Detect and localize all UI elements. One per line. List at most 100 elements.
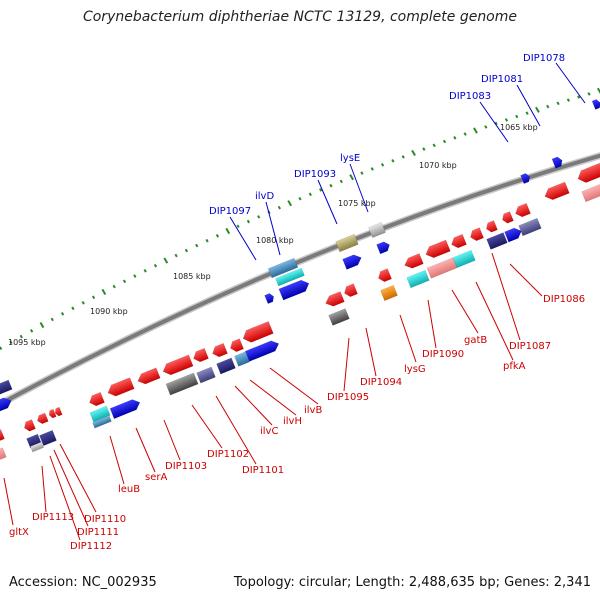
gene-feature xyxy=(275,267,305,287)
gene-feature xyxy=(278,279,310,301)
label-leader-lines xyxy=(3,62,586,541)
gene-feature xyxy=(267,257,299,279)
gene-feature xyxy=(551,156,563,169)
gene-feature xyxy=(544,181,570,201)
gene-feature xyxy=(230,338,244,353)
gene-feature xyxy=(162,354,194,376)
gene-feature xyxy=(368,221,386,239)
gene-feature xyxy=(342,254,362,270)
scale-tick xyxy=(195,243,199,248)
label-leader-line xyxy=(49,455,81,541)
label-leader-line xyxy=(53,449,89,527)
scale-tick xyxy=(329,183,333,188)
scale-tick xyxy=(360,171,364,175)
label-leader-line xyxy=(399,314,417,363)
label-leader-line xyxy=(509,263,543,297)
label-leader-line xyxy=(269,367,319,405)
gene-feature xyxy=(234,351,250,367)
scale-tick xyxy=(91,295,96,300)
label-leader-line xyxy=(555,62,586,104)
gene-feature xyxy=(196,366,216,384)
gene-feature xyxy=(0,429,5,442)
map-title: Corynebacterium diphtheriae NCTC 13129, … xyxy=(82,9,518,25)
gene-label: DIP1112 xyxy=(70,541,112,552)
gene-label: DIP1078 xyxy=(523,53,565,64)
gene-label: gltX xyxy=(9,527,29,538)
scale-tick xyxy=(215,234,220,238)
scale-tick xyxy=(494,121,498,126)
gene-label: ilvD xyxy=(255,191,274,202)
scale-tick xyxy=(596,87,600,95)
label-leader-line xyxy=(249,379,297,416)
scale-tick xyxy=(184,248,189,253)
scale-tick-labels: 1065 kbp 1070 kbp 1075 kbp 1080 kbp 1085 kbp… xyxy=(8,123,538,347)
label-leader-line xyxy=(109,435,125,485)
scale-tick xyxy=(133,274,137,278)
scale-tick-label: 1095 kbp xyxy=(8,338,46,347)
scale-tick xyxy=(205,238,209,243)
gene-feature xyxy=(376,241,390,255)
gene-feature xyxy=(0,379,13,397)
scale-tick-label: 1085 kbp xyxy=(173,272,211,281)
label-leader-line xyxy=(479,101,509,143)
gene-feature xyxy=(89,391,105,407)
gene-feature xyxy=(54,406,63,417)
gene-label: lysG xyxy=(404,364,426,375)
gene-feature xyxy=(404,253,424,269)
gene-feature xyxy=(328,308,350,326)
gene-feature xyxy=(380,284,398,302)
scale-tick-label: 1070 kbp xyxy=(419,161,457,170)
gene-feature xyxy=(406,269,430,289)
scale-tick xyxy=(81,300,85,305)
scale-tick xyxy=(422,147,426,151)
gene-feature xyxy=(165,372,199,396)
gene-label: DIP1086 xyxy=(543,294,585,305)
scale-tick-label: 1065 kbp xyxy=(500,123,538,132)
topology-summary: Topology: circular; Length: 2,488,635 bp… xyxy=(233,575,591,590)
gene-feature xyxy=(518,217,542,237)
scale-tick xyxy=(246,219,251,224)
scale-tick xyxy=(370,167,374,171)
gene-features xyxy=(0,99,600,463)
scale-ticks xyxy=(0,87,600,350)
scale-tick xyxy=(71,306,75,311)
scale-tick xyxy=(163,257,169,264)
gene-feature xyxy=(425,239,451,259)
scale-tick xyxy=(153,263,158,268)
gene-label: DIP1093 xyxy=(294,169,336,180)
scale-tick xyxy=(39,321,45,329)
gene-feature xyxy=(486,220,498,233)
gene-feature xyxy=(39,429,57,447)
label-leader-line xyxy=(3,477,14,526)
gene-label: leuB xyxy=(118,484,140,495)
gene-label: ilvH xyxy=(283,416,302,427)
gene-feature xyxy=(0,447,7,463)
gene-feature xyxy=(515,202,531,218)
gene-label: DIP1087 xyxy=(509,341,551,352)
scale-tick xyxy=(349,174,354,181)
gene-label: DIP1083 xyxy=(449,91,491,102)
scale-tick xyxy=(525,111,529,115)
gene-label: DIP1113 xyxy=(32,512,74,523)
gene-feature xyxy=(137,367,161,385)
scale-tick xyxy=(587,92,591,96)
scale-tick xyxy=(287,200,293,207)
scale-tick xyxy=(380,163,385,167)
gene-feature xyxy=(486,232,508,250)
label-leader-line xyxy=(265,201,281,256)
gene-label: DIP1102 xyxy=(207,449,249,460)
label-leader-line xyxy=(365,327,377,377)
scale-tick-label: 1080 kbp xyxy=(256,236,294,245)
scale-tick xyxy=(19,334,23,339)
scale-tick xyxy=(401,155,405,159)
scale-tick xyxy=(298,196,302,201)
scale-tick xyxy=(225,227,231,235)
label-leader-line xyxy=(349,163,369,213)
scale-tick xyxy=(60,312,65,316)
label-leader-line xyxy=(491,252,521,341)
scale-tick xyxy=(566,98,571,102)
scale-tick xyxy=(236,224,240,229)
label-leader-line xyxy=(135,427,156,473)
